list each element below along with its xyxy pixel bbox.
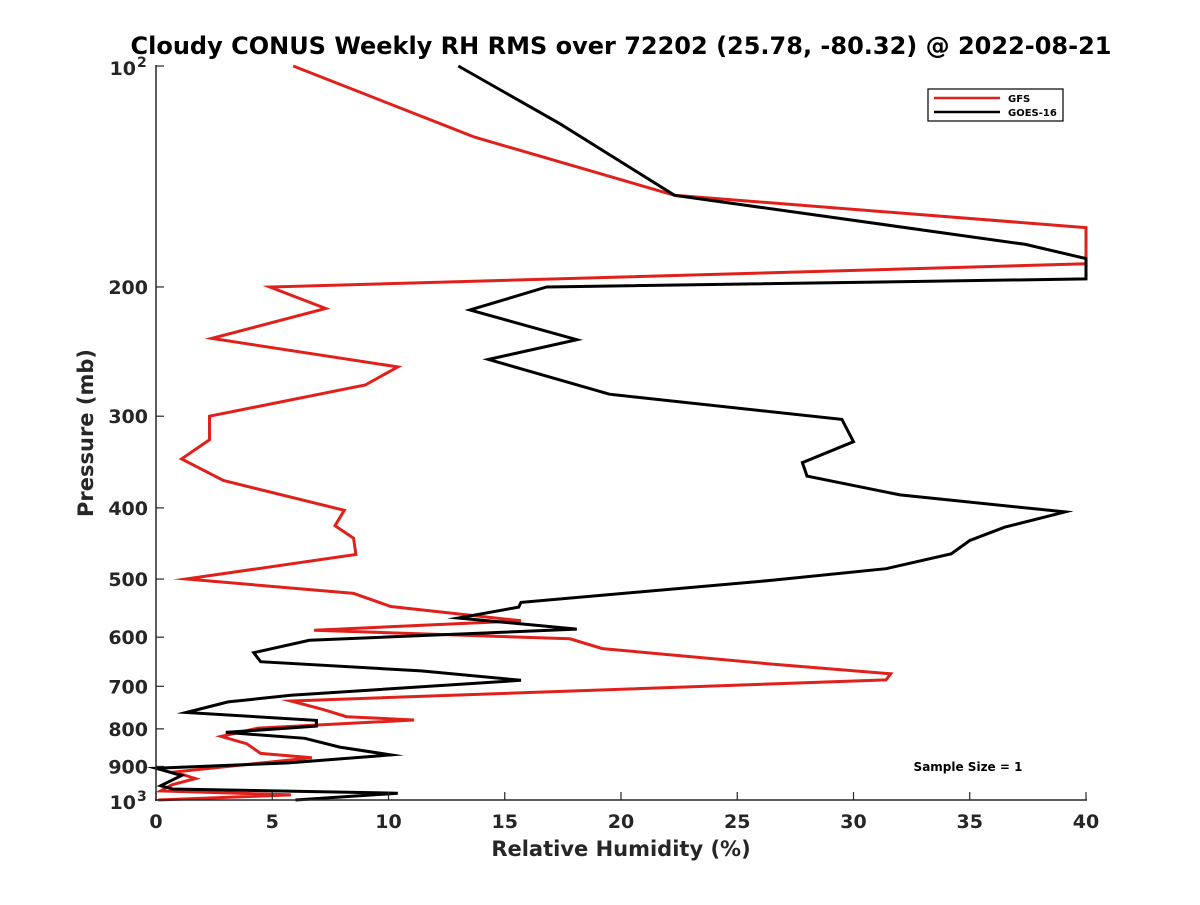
x-tick-label: 10 [375,811,401,833]
x-tick-label: 15 [492,811,518,833]
y-tick-label: 400 [108,498,148,520]
y-tick-exponent: 2 [137,55,147,71]
legend: GFS GOES-16 [927,88,1064,122]
legend-label: GFS [1008,94,1030,105]
x-tick-label: 5 [266,811,279,833]
y-tick-label: 300 [108,406,148,428]
x-tick-label: 35 [957,811,983,833]
series-layer [146,64,1088,802]
x-tick-label: 25 [724,811,750,833]
y-tick-label: 200 [108,277,148,299]
y-axis-label: Pressure (mb) [74,349,98,517]
legend-box [927,88,1064,122]
sample-size-annotation: Sample Size = 1 [914,760,1023,774]
y-tick-label: 10 [110,792,136,814]
y-tick-label: 700 [108,676,148,698]
y-tick-label: 900 [108,756,148,778]
x-tick-label: 30 [840,811,866,833]
y-tick-label: 800 [108,719,148,741]
x-axis-label: Relative Humidity (%) [491,837,750,861]
x-tick-label: 40 [1073,811,1099,833]
x-tick-label: 20 [608,811,634,833]
y-tick-label: 500 [108,569,148,591]
chart-title: Cloudy CONUS Weekly RH RMS over 72202 (2… [131,32,1112,60]
series-line-goes16 [146,64,1088,802]
y-tick-label: 600 [108,627,148,649]
y-tick-exponent: 3 [137,789,147,805]
legend-label: GOES-16 [1008,108,1057,119]
y-tick-label: 10 [110,58,136,80]
x-tick-label: 0 [149,811,162,833]
series-line-gfs [155,64,1088,802]
